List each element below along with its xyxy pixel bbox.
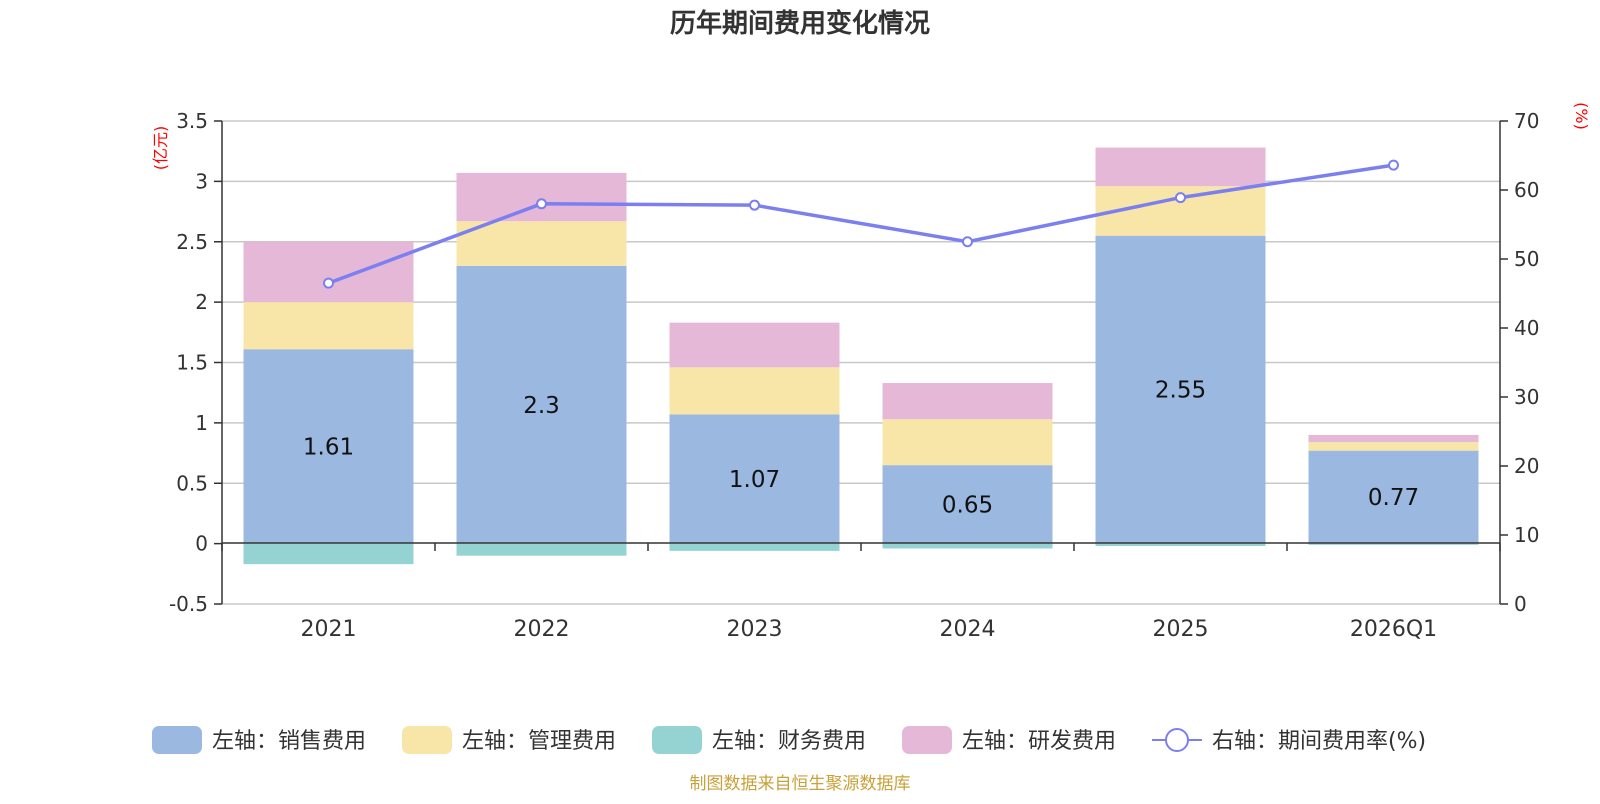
bar-segment-1 [1308, 450, 1479, 544]
bar-segment-1 [882, 465, 1053, 544]
expense-rate-line [323, 159, 1399, 289]
bar-value-label: 0.77 [1368, 485, 1419, 511]
x-axis-tick-label: 2023 [727, 617, 783, 642]
left-axis-tick-label: 1.5 [176, 351, 208, 375]
expense-rate-point [1175, 192, 1186, 204]
x-axis-tick-label: 2024 [940, 617, 996, 642]
bar-segment-3 [1308, 543, 1479, 545]
bar-segment-2 [1308, 442, 1479, 451]
bar-value-labels: 1.61 2.3 1.07 0.65 2.55 0.77 [303, 378, 1419, 519]
bar-value-label: 2.55 [1155, 378, 1206, 404]
x-axis-tick-label: 2022 [514, 617, 570, 642]
legend-swatch [402, 726, 452, 754]
left-axis-unit-label: (亿元) [151, 126, 170, 171]
legend-swatch [652, 726, 702, 754]
bar-segment-3 [882, 543, 1053, 549]
legend-label: 左轴：财务费用 [712, 729, 866, 754]
legend-label: 左轴：销售费用 [212, 729, 366, 754]
legend-marker-icon [1165, 728, 1189, 752]
expense-rate-point [1388, 159, 1399, 171]
x-axis-tick-label: 2021 [301, 617, 357, 642]
legend-swatch [152, 726, 202, 754]
bar-segment-4 [1095, 147, 1266, 187]
bar-value-label: 0.65 [942, 492, 993, 518]
bar-value-label: 2.3 [523, 393, 560, 419]
bar-segment-1 [669, 414, 840, 544]
expense-rate-point [749, 199, 760, 211]
bar-segment-2 [456, 221, 627, 266]
bars [243, 147, 1479, 565]
right-axis-unit-label: (%) [1572, 102, 1591, 130]
bar-segment-1 [456, 265, 627, 544]
right-axis-tick-label: 30 [1514, 385, 1539, 409]
bar-value-label: 1.61 [303, 434, 354, 460]
data-source-note: 制图数据来自恒生聚源数据库 [690, 774, 911, 794]
x-axis-tick-label: 2026Q1 [1350, 617, 1437, 642]
legend-swatch [902, 726, 952, 754]
left-axis-tick-label: 0.5 [176, 471, 208, 495]
bar-segment-3 [1095, 543, 1266, 547]
right-axis-tick-label: 10 [1514, 523, 1539, 547]
right-axis-tick-label: 70 [1514, 109, 1539, 133]
left-axis-tick-label: 2 [195, 290, 208, 314]
bar-segment-4 [882, 383, 1053, 420]
bar-segment-2 [882, 419, 1053, 466]
bar-segment-3 [669, 543, 840, 551]
bar-segment-2 [669, 367, 840, 415]
grid-lines [222, 120, 1500, 605]
axes: -0.5 0 0.5 1 1.5 2 2.5 3 3.5 0 10 20 30 40 50 60 70 2021 2… [169, 109, 1539, 642]
bar-segment-4 [456, 172, 627, 222]
legend: 左轴：销售费用 左轴：管理费用 左轴：财务费用 左轴：研发费用 右轴：期间费用率(%) [152, 726, 1426, 754]
bar-segment-2 [243, 302, 414, 350]
bar-segment-1 [243, 349, 414, 544]
legend-label: 左轴：管理费用 [462, 729, 616, 754]
legend-label: 右轴：期间费用率(%) [1212, 729, 1426, 754]
expense-rate-point [962, 236, 973, 248]
bar-segment-4 [669, 322, 840, 368]
bar-segment-1 [1095, 235, 1266, 544]
bar-segment-4 [1308, 434, 1479, 443]
left-axis-tick-label: -0.5 [169, 592, 208, 616]
right-axis-tick-label: 40 [1514, 316, 1539, 340]
expense-rate-point [323, 277, 334, 289]
bar-segment-3 [456, 543, 627, 556]
chart-title: 历年期间费用变化情况 [670, 8, 930, 39]
left-axis-tick-label: 2.5 [176, 230, 208, 254]
right-axis-tick-label: 0 [1514, 592, 1527, 616]
left-axis-tick-label: 3 [195, 169, 208, 193]
legend-label: 左轴：研发费用 [962, 729, 1116, 754]
bar-segment-4 [243, 241, 414, 303]
left-axis-tick-label: 0 [195, 532, 208, 556]
left-axis-tick-label: 3.5 [176, 109, 208, 133]
left-axis-tick-label: 1 [195, 411, 208, 435]
expense-rate-polyline [327, 163, 1394, 285]
bar-segment-3 [243, 543, 414, 565]
right-axis-tick-label: 50 [1514, 247, 1539, 271]
right-axis-tick-label: 60 [1514, 178, 1539, 202]
x-axis-tick-label: 2025 [1153, 617, 1209, 642]
expense-rate-point [536, 198, 547, 210]
bar-value-label: 1.07 [729, 467, 780, 493]
right-axis-tick-label: 20 [1514, 454, 1539, 478]
